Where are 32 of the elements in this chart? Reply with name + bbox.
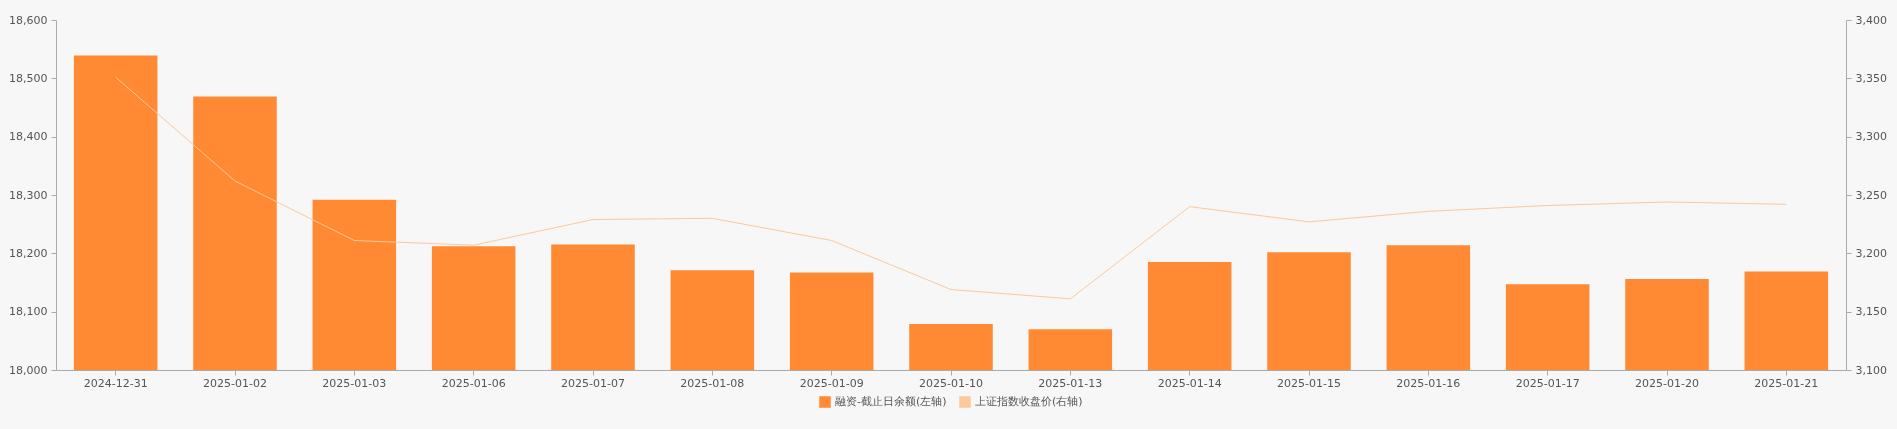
x-tick-label: 2025-01-20 xyxy=(1635,376,1699,390)
y-tick-label: 18,500 xyxy=(9,71,48,85)
legend-label: 上证指数收盘价(右轴) xyxy=(975,395,1083,408)
y2-tick-label: 3,150 xyxy=(1855,305,1887,319)
y-tick-label: 18,200 xyxy=(9,246,48,260)
x-tick-label: 2025-01-09 xyxy=(799,376,864,390)
y2-tick-label: 3,200 xyxy=(1855,246,1887,260)
x-tick-label: 2025-01-07 xyxy=(561,376,625,390)
x-tick-label: 2025-01-15 xyxy=(1277,376,1341,390)
x-tick-label: 2025-01-21 xyxy=(1754,376,1819,390)
x-tick-label: 2025-01-10 xyxy=(919,376,983,390)
x-tick-label: 2025-01-17 xyxy=(1515,376,1580,390)
line-series xyxy=(115,76,1787,300)
x-tick-label: 2025-01-08 xyxy=(680,376,745,390)
x-tick-label: 2025-01-06 xyxy=(441,376,506,390)
x-tick-label: 2025-01-03 xyxy=(322,376,387,390)
x-tick-label: 2025-01-13 xyxy=(1038,376,1103,390)
x-tick-label: 2025-01-02 xyxy=(203,376,267,390)
y2-tick-label: 3,300 xyxy=(1855,130,1887,144)
legend-label: 融资-截止日余额(左轴) xyxy=(835,395,947,408)
y2-tick-label: 3,100 xyxy=(1855,363,1887,377)
y-tick-label: 18,600 xyxy=(9,13,48,27)
x-tick-label: 2025-01-14 xyxy=(1157,376,1222,390)
y-tick-label: 18,400 xyxy=(9,130,48,144)
y2-tick-label: 3,350 xyxy=(1855,71,1887,85)
y-tick-label: 18,000 xyxy=(9,363,48,377)
y-tick-label: 18,300 xyxy=(9,188,48,202)
x-tick-label: 2025-01-16 xyxy=(1396,376,1461,390)
y-tick-label: 18,100 xyxy=(9,305,48,319)
y2-tick-label: 3,250 xyxy=(1855,188,1887,202)
y2-tick-label: 3,400 xyxy=(1855,13,1887,27)
x-tick-label: 2024-12-31 xyxy=(83,376,148,390)
